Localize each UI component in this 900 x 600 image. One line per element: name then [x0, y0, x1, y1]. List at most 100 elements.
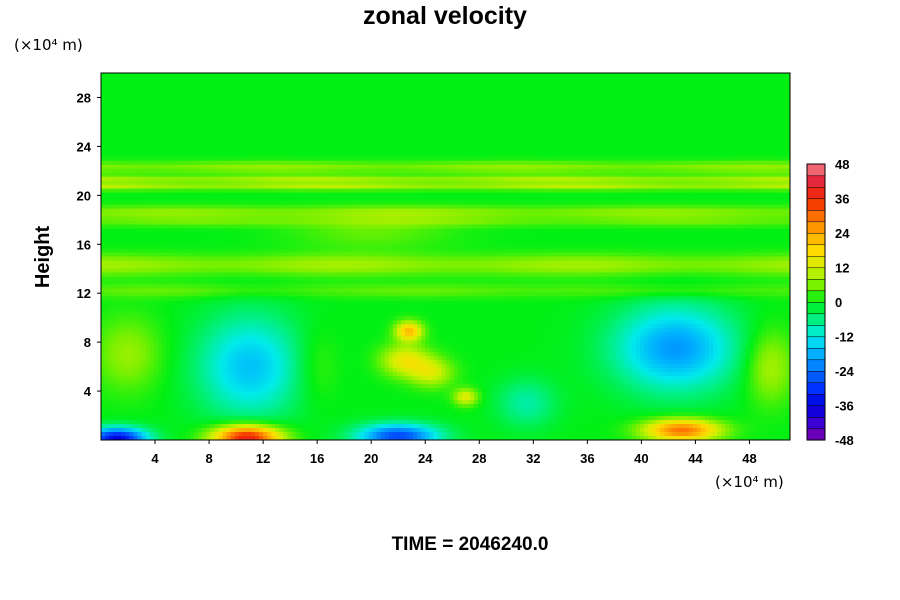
- field-cell: [518, 172, 524, 178]
- field-cell: [364, 136, 370, 142]
- field-cell: [287, 156, 293, 162]
- field-cell: [664, 88, 670, 94]
- field-cell: [198, 176, 203, 182]
- field-cell: [178, 144, 183, 150]
- field-cell: [340, 156, 345, 162]
- field-cell: [486, 112, 491, 118]
- field-cell: [190, 180, 195, 186]
- field-cell: [761, 164, 767, 170]
- field-cell: [356, 176, 361, 182]
- field-cell: [360, 144, 366, 150]
- field-cell: [417, 84, 422, 90]
- field-cell: [563, 184, 568, 190]
- field-cell: [518, 132, 524, 138]
- field-cell: [583, 140, 588, 146]
- field-cell: [473, 124, 479, 130]
- field-cell: [307, 156, 313, 162]
- field-cell: [765, 176, 771, 182]
- field-cell: [404, 112, 410, 118]
- field-cell: [125, 184, 130, 190]
- field-cell: [242, 112, 248, 118]
- field-cell: [234, 168, 240, 174]
- field-cell: [733, 180, 738, 186]
- field-cell: [287, 176, 293, 182]
- field-cell: [222, 168, 228, 174]
- field-cell: [178, 80, 183, 86]
- field-cell: [603, 164, 609, 170]
- field-cell: [218, 148, 224, 154]
- field-cell: [721, 100, 726, 106]
- field-cell: [101, 128, 106, 134]
- field-cell: [563, 92, 568, 98]
- field-cell: [761, 104, 767, 110]
- field-cell: [230, 164, 236, 170]
- field-cell: [534, 108, 540, 114]
- field-cell: [202, 144, 207, 150]
- field-cell: [773, 148, 779, 154]
- field-cell: [421, 92, 426, 98]
- field-cell: [433, 160, 438, 166]
- field-cell: [554, 160, 560, 166]
- field-cell: [510, 164, 515, 170]
- field-cell: [652, 132, 657, 138]
- field-cell: [121, 116, 126, 122]
- field-cell: [421, 184, 426, 190]
- field-cell: [753, 136, 759, 142]
- field-cell: [664, 112, 670, 118]
- field-cell: [372, 148, 378, 154]
- field-cell: [725, 92, 730, 98]
- field-cell: [263, 128, 268, 134]
- field-cell: [400, 152, 406, 158]
- field-cell: [558, 92, 564, 98]
- field-cell: [490, 88, 495, 94]
- field-cell: [441, 132, 447, 138]
- field-cell: [619, 148, 625, 154]
- field-cell: [226, 176, 232, 182]
- field-cell: [680, 128, 686, 134]
- field-cell: [433, 136, 438, 142]
- field-cell: [299, 88, 305, 94]
- field-cell: [757, 156, 763, 162]
- field-cell: [490, 136, 495, 142]
- field-cell: [319, 92, 325, 98]
- field-cell: [627, 92, 633, 98]
- field-cell: [242, 100, 248, 106]
- field-cell: [506, 100, 511, 106]
- field-cell: [445, 156, 451, 162]
- field-cell: [506, 112, 511, 118]
- field-cell: [749, 164, 755, 170]
- field-cell: [672, 132, 678, 138]
- field-cell: [319, 168, 325, 174]
- field-cell: [599, 132, 605, 138]
- field-cell: [153, 188, 159, 194]
- field-cell: [777, 152, 783, 158]
- field-cell: [554, 73, 560, 78]
- field-cell: [530, 92, 536, 98]
- field-cell: [741, 120, 747, 126]
- field-cell: [433, 144, 438, 150]
- field-cell: [477, 120, 483, 126]
- field-cell: [109, 80, 114, 86]
- field-cell: [777, 76, 783, 82]
- field-cell: [226, 136, 232, 142]
- field-cell: [445, 112, 451, 118]
- field-cell: [149, 168, 155, 174]
- field-cell: [563, 168, 568, 174]
- field-cell: [688, 176, 694, 182]
- field-cell: [498, 100, 503, 106]
- field-cell: [550, 104, 556, 110]
- field-cell: [380, 76, 386, 82]
- field-cell: [753, 172, 759, 178]
- field-cell: [332, 100, 337, 106]
- field-cell: [680, 88, 686, 94]
- field-cell: [157, 184, 163, 190]
- field-cell: [109, 164, 114, 170]
- field-cell: [194, 84, 199, 90]
- field-cell: [121, 92, 126, 98]
- field-cell: [461, 84, 467, 90]
- field-cell: [660, 76, 665, 82]
- field-cell: [656, 80, 661, 86]
- field-cell: [469, 96, 475, 102]
- field-cell: [599, 168, 605, 174]
- field-cell: [652, 148, 657, 154]
